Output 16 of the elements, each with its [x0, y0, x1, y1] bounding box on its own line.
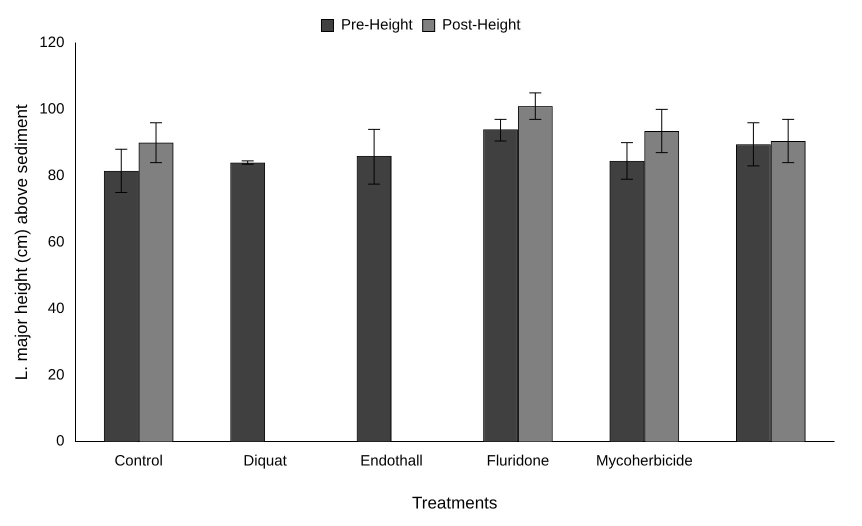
- x-tick-label: Control: [114, 452, 163, 470]
- y-tick-label: 40: [48, 300, 64, 317]
- y-tick-label: 100: [39, 100, 64, 118]
- x-tick-label: Diquat: [243, 452, 288, 470]
- x-axis-title: Treatments: [412, 493, 498, 512]
- x-tick-label: Fluridone: [486, 452, 550, 470]
- x-tick-label: Mycoherbicide: [596, 452, 693, 470]
- y-tick-label: 80: [48, 167, 64, 184]
- x-tick-label: Endothall: [360, 452, 423, 470]
- y-tick-label: 120: [39, 34, 64, 52]
- y-tick-label: 60: [48, 233, 64, 250]
- y-axis-title: L. major height (cm) above sediment: [12, 104, 31, 380]
- y-tick-label: 0: [56, 432, 64, 450]
- y-tick-label: 20: [48, 366, 64, 384]
- legend-label: Post-Height: [442, 16, 522, 34]
- legend-label: Pre-Height: [340, 16, 414, 34]
